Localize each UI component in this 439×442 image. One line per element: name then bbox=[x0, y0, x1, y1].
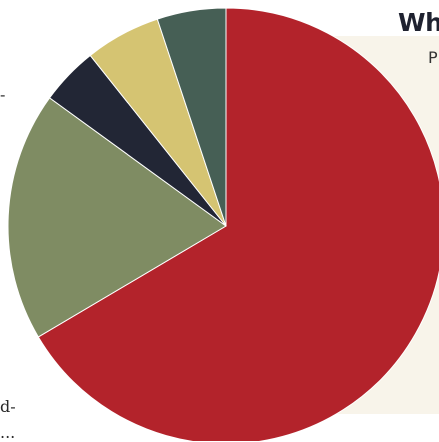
body-text-fragment-1: - bbox=[0, 85, 6, 104]
article-heading: Wh bbox=[398, 8, 439, 37]
body-text-fragment-2: d- bbox=[0, 397, 16, 416]
pie-slice-2 bbox=[7, 97, 227, 338]
article-subheading: P bbox=[428, 48, 438, 67]
pie-slice-5 bbox=[156, 7, 227, 227]
pie-slice-1 bbox=[37, 7, 439, 441]
body-text-fragment-3: ... bbox=[0, 423, 16, 442]
pie-slices bbox=[7, 7, 439, 441]
